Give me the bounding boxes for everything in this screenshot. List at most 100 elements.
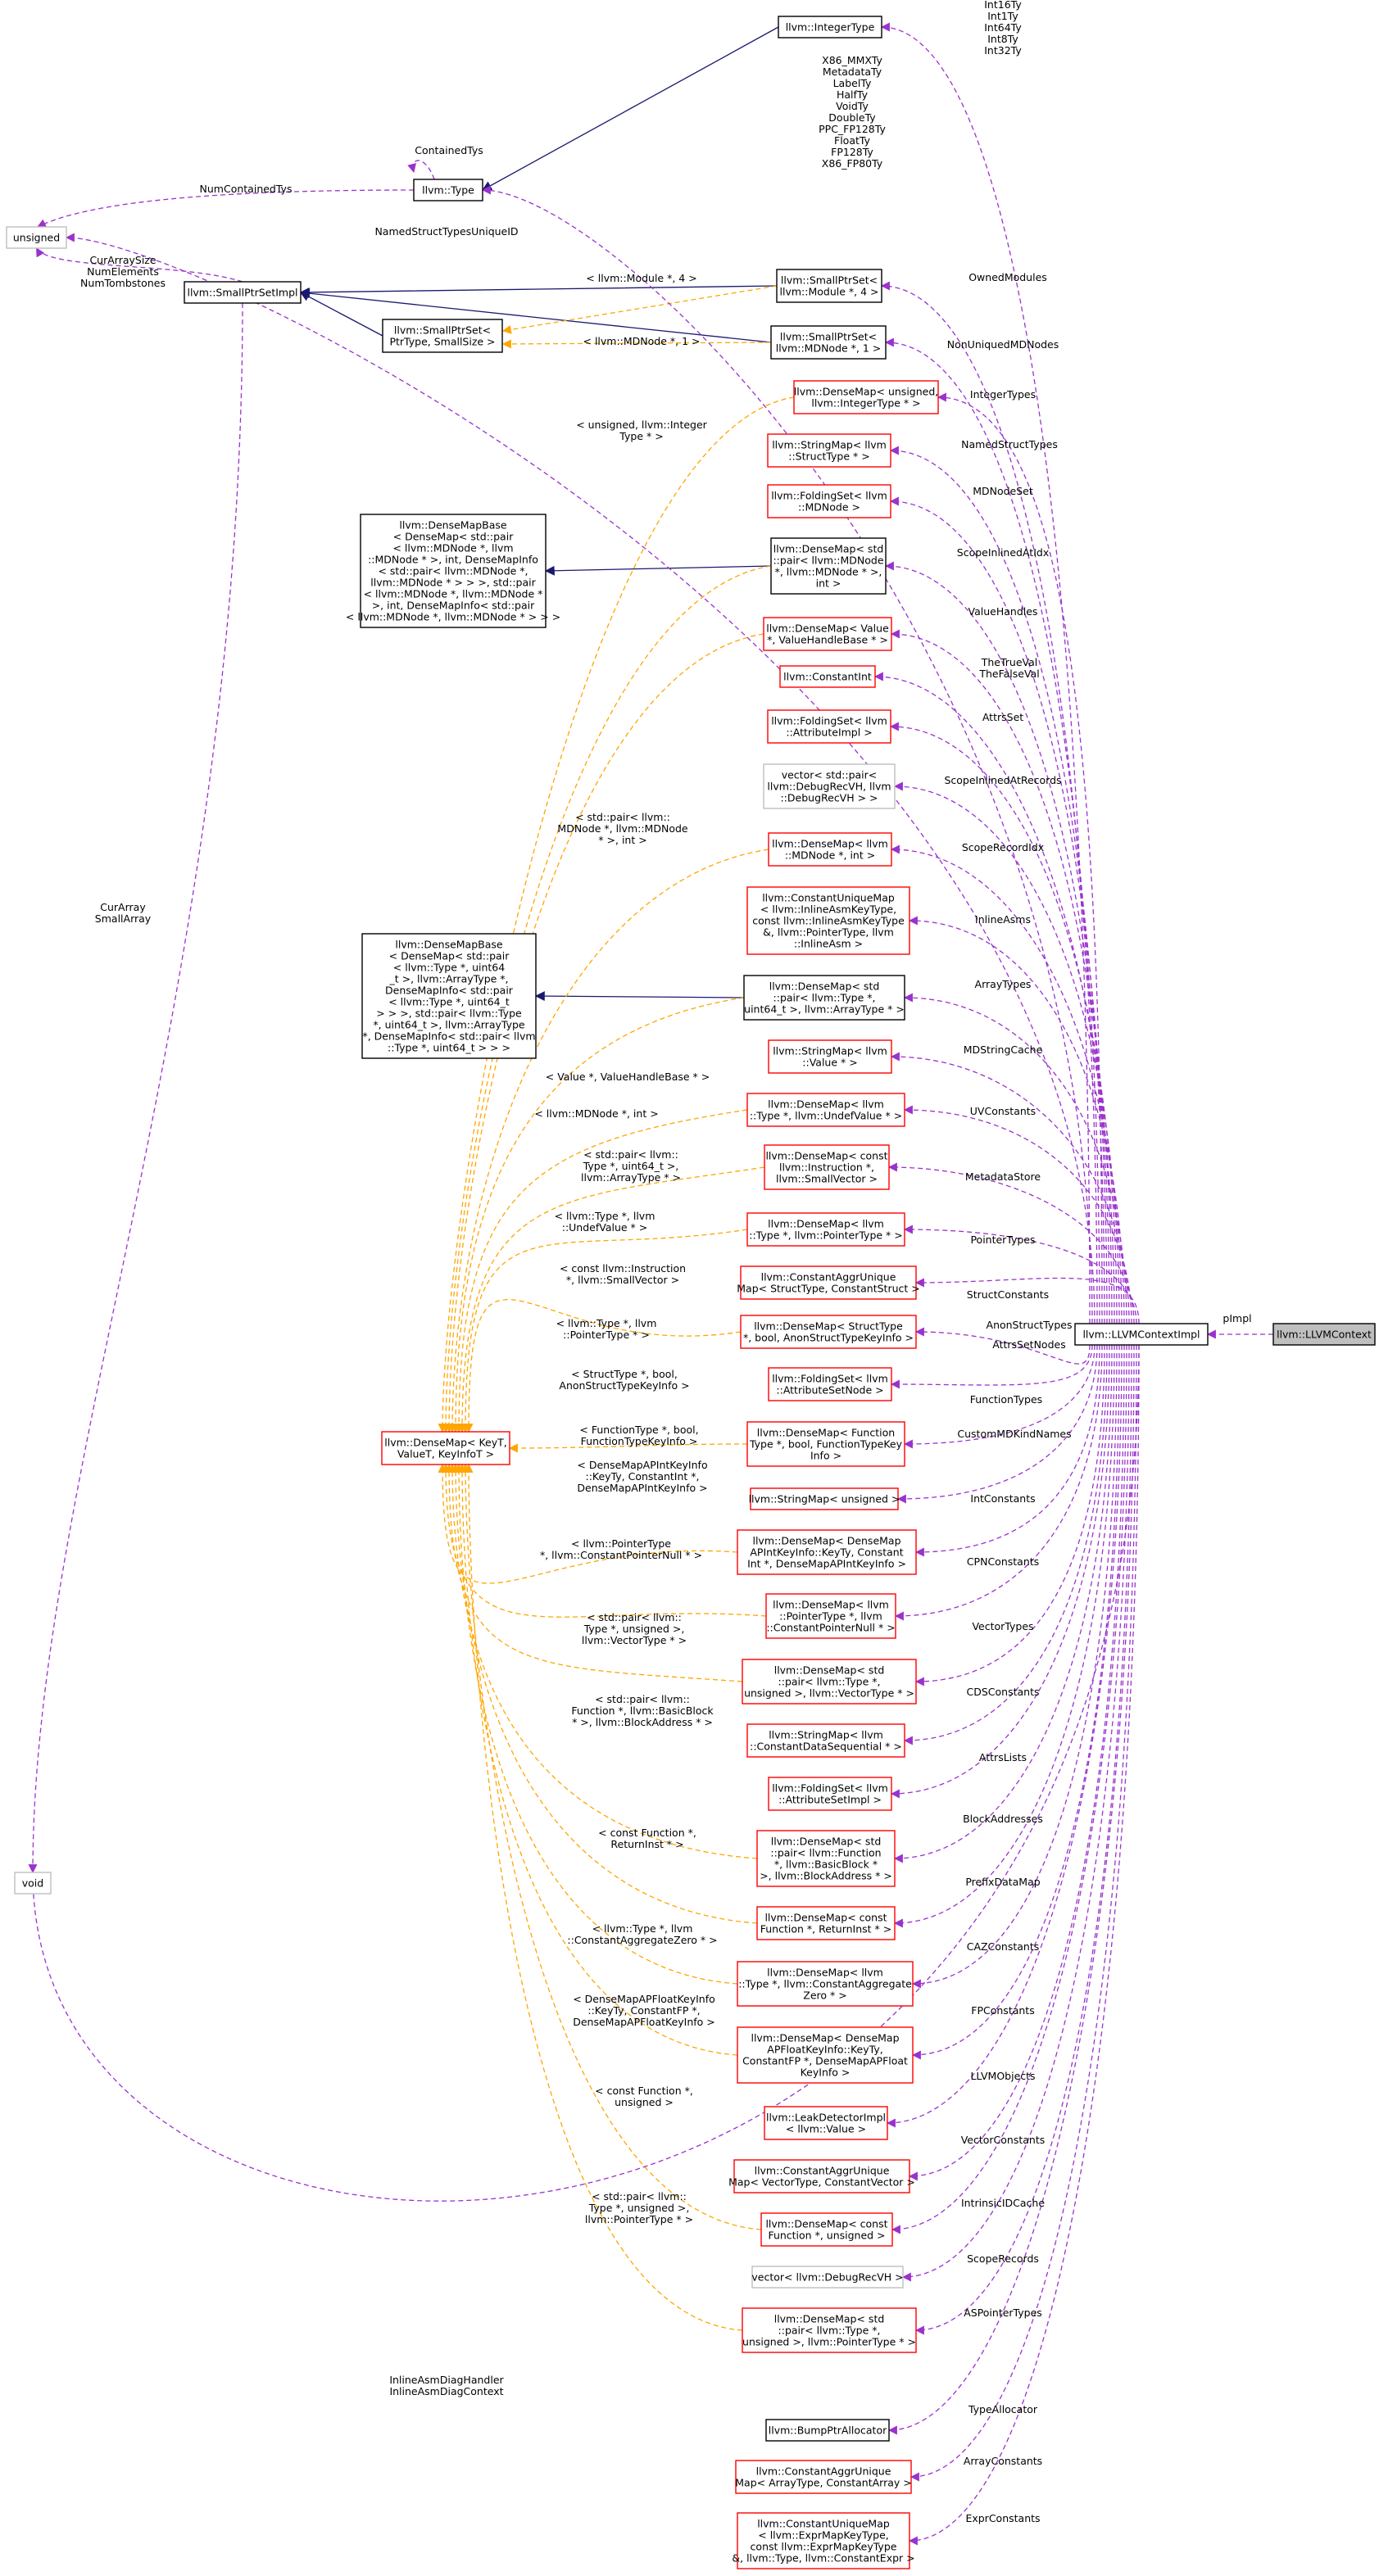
class-node-type[interactable]: llvm::Type <box>413 179 483 201</box>
class-node-dense-map-value-handle[interactable]: llvm::DenseMap< Value*, ValueHandleBase … <box>763 617 892 651</box>
edge-label-anon-struct-types: AnonStructTypes <box>987 1319 1073 1331</box>
class-node-vector-debug-rec-vh[interactable]: vector< llvm::DebugRecVH > <box>751 2266 904 2289</box>
class-node-unsigned[interactable]: unsigned <box>6 226 67 249</box>
class-node-small-ptr-set-template[interactable]: llvm::SmallPtrSet<PtrType, SmallSize > <box>382 319 503 353</box>
member-edge <box>901 1344 1130 2282</box>
edge-label-line: Type *, unsigned >, <box>583 1623 685 1635</box>
node-label-line: const llvm::InlineAsmKeyType <box>752 915 905 927</box>
edge-label-type-allocator: TypeAllocator <box>968 2403 1038 2415</box>
node-label-line: Function *, ReturnInst * > <box>760 1923 892 1935</box>
class-node-dense-map-pair-arraytype[interactable]: llvm::DenseMap< std::pair< llvm::Type *,… <box>743 975 905 1021</box>
class-node-leak-detector-impl[interactable]: llvm::LeakDetectorImpl< llvm::Value > <box>764 2106 888 2140</box>
node-label-line: llvm::SmallPtrSet< <box>394 324 491 337</box>
class-node-small-ptr-set-module[interactable]: llvm::SmallPtrSet<llvm::Module *, 4 > <box>776 269 882 303</box>
member-edge <box>893 1344 1115 1928</box>
edge-label-line: ArrayConstants <box>964 2455 1042 2467</box>
edge-label-fp-constants: FPConstants <box>971 2004 1034 2017</box>
class-node-dense-map-base-arraytype[interactable]: llvm::DenseMapBase< DenseMap< std::pair<… <box>361 933 537 1059</box>
class-node-constant-unique-map-inline-asm[interactable]: llvm::ConstantUniqueMap< llvm::InlineAsm… <box>746 886 910 955</box>
class-node-dense-map-apfloat[interactable]: llvm::DenseMap< DenseMapAPFloatKeyInfo::… <box>737 2026 914 2084</box>
class-node-dense-map-struct-type[interactable]: llvm::DenseMap< StructType*, bool, AnonS… <box>740 1315 917 1349</box>
class-node-dense-map-pair-mdnode[interactable]: llvm::DenseMap< std::pair< llvm::MDNode*… <box>770 537 887 595</box>
edge-label-t-struct: < StructType *, bool,AnonStructTypeKeyIn… <box>559 1368 689 1392</box>
class-node-dense-map-constant-aggregate-zero[interactable]: llvm::DenseMap< llvm::Type *, llvm::Cons… <box>737 1961 914 2007</box>
class-node-void[interactable]: void <box>14 1872 52 1895</box>
edge-label-line: < FunctionType *, bool, <box>579 1424 698 1436</box>
edge-label-line: < llvm::Module *, 4 > <box>586 272 696 284</box>
edge-label-line: ContainedTys <box>415 144 483 156</box>
edge-label-line: < std::pair< llvm:: <box>575 811 670 823</box>
class-node-llvm-context-impl[interactable]: llvm::LLVMContextImpl <box>1074 1323 1209 1346</box>
class-node-integer-type[interactable]: llvm::IntegerType <box>778 16 882 38</box>
class-node-small-ptr-set-mdnode[interactable]: llvm::SmallPtrSet<llvm::MDNode *, 1 > <box>770 325 887 360</box>
class-node-folding-set-attribute-impl[interactable]: llvm::FoldingSet< llvm::AttributeImpl > <box>767 709 891 744</box>
edge-label-line: MDNodeSet <box>973 485 1033 497</box>
class-node-dense-map-mdnode-int[interactable]: llvm::DenseMap< llvm::MDNode *, int > <box>768 832 892 867</box>
edge-label-t-mdnode-int: < llvm::MDNode *, int > <box>534 1107 658 1120</box>
class-node-bump-ptr-allocator[interactable]: llvm::BumpPtrAllocator <box>765 2419 890 2442</box>
edge-label-function-types: FunctionTypes <box>970 1393 1042 1406</box>
class-node-string-map-structtype[interactable]: llvm::StringMap< llvm::StructType * > <box>767 433 891 468</box>
edges-layer <box>28 22 1273 2546</box>
edge-label-line: ScopeRecordIdx <box>962 841 1044 853</box>
edge-label-expr-constants: ExprConstants <box>965 2512 1040 2524</box>
edge-label-line: X86_MMXTy <box>822 54 882 66</box>
class-node-folding-set-mdnode[interactable]: llvm::FoldingSet< llvm::MDNode > <box>767 484 891 518</box>
class-node-dense-map-pointer-type[interactable]: llvm::DenseMap< llvm::Type *, llvm::Poin… <box>746 1212 905 1247</box>
class-node-dense-map-apint[interactable]: llvm::DenseMap< DenseMapAPIntKeyInfo::Ke… <box>737 1529 917 1575</box>
class-node-dense-map-unsigned-integertype[interactable]: llvm::DenseMap< unsigned,llvm::IntegerTy… <box>793 380 939 414</box>
edge-label-line: FloatTy <box>834 134 871 147</box>
node-label-line: < DenseMap< std::pair <box>389 950 510 962</box>
edge-label-line: < const llvm::Instruction <box>560 1262 686 1274</box>
edge-label-line: pImpl <box>1223 1312 1251 1324</box>
edge-label-line: IntegerTypes <box>970 388 1036 401</box>
class-node-dense-map-pointer-type-pair[interactable]: llvm::DenseMap< std::pair< llvm::Type *,… <box>742 2307 917 2353</box>
member-edge <box>903 1225 1137 1324</box>
member-edge <box>890 1052 1130 1324</box>
edge-label-custom-md-kind-names: CustomMDKindNames <box>957 1428 1071 1440</box>
class-node-llvm-context[interactable]: llvm::LLVMContext <box>1272 1323 1376 1346</box>
node-label-line: ::Type *, llvm::ConstantAggregate <box>738 1978 912 1990</box>
node-label-line: llvm::ConstantUniqueMap <box>762 892 895 904</box>
edge-label-t-pair-mdnode: < std::pair< llvm::MDNode *, llvm::MDNod… <box>557 811 687 846</box>
edge-label-line: < StructType *, bool, <box>571 1368 678 1380</box>
class-node-string-map-value[interactable]: llvm::StringMap< llvm::Value * > <box>768 1039 892 1074</box>
class-node-vector-debug-rec-pair[interactable]: vector< std::pair<llvm::DebugRecVH, llvm… <box>763 763 896 809</box>
class-node-small-ptr-set-impl[interactable]: llvm::SmallPtrSetImpl <box>184 281 302 304</box>
member-edge <box>407 160 435 180</box>
node-label-line: llvm::DenseMap< llvm <box>767 1967 883 1979</box>
node-label-line: llvm::ConstantInt <box>783 671 872 683</box>
node-label-line: < llvm::MDNode *, llvm::MDNode * <box>364 588 543 600</box>
template-edge <box>447 849 769 1433</box>
class-node-dense-map-function-type[interactable]: llvm::DenseMap< FunctionType *, bool, Fu… <box>746 1421 905 1467</box>
node-label-line: _t >, llvm::ArrayType *, <box>388 973 508 985</box>
node-label-line: ::StructType * > <box>788 450 869 463</box>
class-node-dense-map-vector-type[interactable]: llvm::DenseMap< std::pair< llvm::Type *,… <box>742 1659 917 1705</box>
edge-label-line: Int32Ty <box>984 44 1022 57</box>
class-node-dense-map-base-mdnode[interactable]: llvm::DenseMapBase< DenseMap< std::pair<… <box>346 514 560 628</box>
class-node-dense-map-undef-value[interactable]: llvm::DenseMap< llvm::Type *, llvm::Unde… <box>746 1093 905 1127</box>
edge-label-line: < llvm::Type *, llvm <box>556 1317 657 1329</box>
class-node-folding-set-attribute-set-impl[interactable]: llvm::FoldingSet< llvm::AttributeSetImpl… <box>768 1777 892 1811</box>
class-node-dense-map-template[interactable]: llvm::DenseMap< KeyT,ValueT, KeyInfoT > <box>381 1431 510 1465</box>
node-label-line: ::MDNode * >, int, DenseMapInfo <box>368 554 538 566</box>
class-node-string-map-constant-data-sequential[interactable]: llvm::StringMap< llvm::ConstantDataSeque… <box>746 1723 905 1758</box>
class-node-constant-unique-map-expr[interactable]: llvm::ConstantUniqueMap< llvm::ExprMapKe… <box>732 2512 915 2569</box>
edge-label-line: llvm::ArrayType * > <box>581 1171 681 1184</box>
node-label-line: ::pair< llvm::MDNode <box>773 555 883 567</box>
class-node-dense-map-block-address[interactable]: llvm::DenseMap< std::pair< llvm::Functio… <box>756 1830 896 1887</box>
node-label-line: vector< std::pair< <box>782 769 878 781</box>
node-label-line: PtrType, SmallSize > <box>389 336 495 348</box>
class-node-dense-map-constant-pointer-null[interactable]: llvm::DenseMap< llvm::PointerType *, llv… <box>765 1593 896 1639</box>
class-node-folding-set-attribute-set-node[interactable]: llvm::FoldingSet< llvm::AttributeSetNode… <box>768 1367 892 1401</box>
class-node-constant-int[interactable]: llvm::ConstantInt <box>779 665 876 688</box>
node-label-line: ::ConstantDataSequential * > <box>750 1741 902 1753</box>
class-node-string-map-unsigned[interactable]: llvm::StringMap< unsigned > <box>749 1487 900 1510</box>
edge-label-line: Type *, uint64_t >, <box>583 1160 679 1172</box>
